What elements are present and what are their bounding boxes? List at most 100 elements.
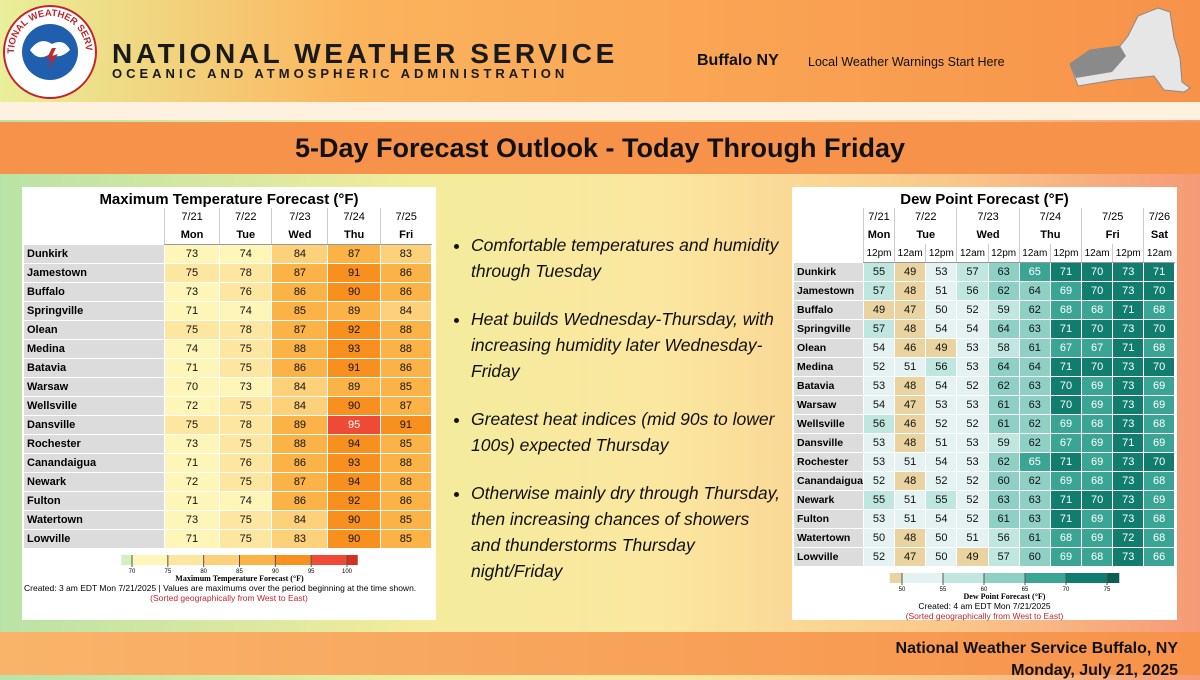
table-row: Warsaw 54 47 53 53 61 63 70 69 73 69	[794, 395, 1175, 415]
dewpoint-cell: 47	[894, 395, 927, 415]
legend-swatch	[121, 555, 132, 565]
temp-cell: 71	[163, 491, 221, 511]
temp-cell: 94	[327, 434, 381, 454]
temp-cell: 84	[271, 377, 329, 397]
temp-cell: 85	[379, 377, 433, 397]
dewpoint-cell: 62	[987, 281, 1020, 301]
time-label: 12pm	[987, 244, 1020, 263]
dewpoint-cell: 49	[894, 262, 927, 282]
time-label: 12am	[1143, 244, 1175, 263]
column-day: Fri	[379, 226, 432, 245]
dewpoint-cell: 69	[1049, 414, 1083, 434]
dewpoint-cell: 70	[1143, 281, 1175, 301]
corner	[24, 208, 165, 226]
temp-cell: 71	[163, 301, 221, 321]
dewpoint-cell: 62	[987, 376, 1020, 396]
location-name: Jamestown	[794, 281, 864, 301]
temp-cell: 73	[163, 282, 221, 302]
time-label: 12am	[1018, 244, 1051, 263]
dewpoint-cell: 52	[956, 509, 989, 529]
location-name: Olean	[24, 320, 165, 340]
dewpoint-cell: 70	[1143, 319, 1175, 339]
dewpoint-cell: 69	[1081, 452, 1114, 472]
column-date: 7/22	[219, 208, 272, 226]
legend-tick-label: 60	[981, 587, 988, 593]
temp-cell: 91	[327, 263, 381, 283]
dewpoint-cell: 47	[894, 547, 927, 567]
temp-cell: 86	[379, 263, 433, 283]
dewpoint-cell: 62	[1018, 414, 1051, 434]
dewpoint-cell: 59	[987, 300, 1020, 320]
dewpoint-cell: 71	[1049, 319, 1083, 339]
dewpoint-cell: 69	[1143, 433, 1175, 453]
temp-cell: 75	[219, 396, 273, 416]
temp-cell: 85	[379, 529, 433, 549]
legend-swatch	[203, 555, 240, 565]
bullet: Otherwise mainly dry through Thursday, t…	[471, 480, 780, 584]
dewpoint-cell: 51	[894, 452, 927, 472]
temp-cell: 91	[379, 415, 433, 435]
dewpoint-cell: 62	[1018, 300, 1051, 320]
temp-cell: 71	[163, 453, 221, 473]
legend-swatch	[275, 555, 312, 565]
dewpoint-cell: 61	[987, 395, 1020, 415]
dewpoint-cell: 73	[1112, 262, 1145, 282]
dewpoint-cell: 69	[1143, 490, 1175, 510]
temp-cell: 71	[163, 358, 221, 378]
dewpoint-cell: 51	[894, 490, 927, 510]
group-day: Tue	[894, 226, 957, 244]
dewpoint-cell: 56	[987, 528, 1020, 548]
legend-swatch	[1107, 573, 1120, 583]
dewpoint-cell: 69	[1081, 528, 1114, 548]
location-name: Medina	[24, 339, 165, 359]
group-date: 7/22	[894, 208, 957, 226]
dewpoint-cell: 53	[956, 452, 989, 472]
legend-tick-label: 75	[164, 569, 171, 575]
dewpoint-cell: 69	[1049, 281, 1083, 301]
temp-cell: 78	[219, 263, 273, 283]
table-row: Batavia 71 75 86 91 86	[24, 358, 433, 378]
dewpoint-cell: 57	[987, 547, 1020, 567]
table-row: Canandaigua 71 76 86 93 88	[24, 453, 433, 473]
column-date: 7/21	[163, 208, 220, 226]
table-row: Newark 72 75 87 94 88	[24, 472, 433, 492]
dewpoint-cell: 71	[1049, 357, 1083, 377]
legend-tick-label: 90	[272, 569, 279, 575]
dewpoint-cell: 70	[1081, 319, 1114, 339]
table-row: Batavia 53 48 54 52 62 63 70 69 73 69	[794, 376, 1175, 396]
temp-cell: 85	[379, 434, 433, 454]
dewpoint-cell: 60	[1018, 547, 1051, 567]
group-date: 7/23	[956, 208, 1020, 226]
dewpoint-cell: 73	[1112, 395, 1145, 415]
max-temp-legend: 70 75 80 85 90 95 100 Maximum Temperature Forec…	[121, 555, 358, 583]
group-date: 7/24	[1018, 208, 1082, 226]
header-divider	[0, 102, 1200, 120]
dewpoint-cell: 50	[862, 528, 896, 548]
table-row: Watertown 50 48 50 51 56 61 68 69 72 68	[794, 528, 1175, 548]
dewpoint-cell: 64	[1018, 357, 1051, 377]
column-day: Mon	[163, 226, 220, 245]
legend-tick-label: 70	[129, 569, 136, 575]
dewpoint-cell: 56	[862, 414, 896, 434]
location-name: Fulton	[794, 509, 864, 529]
dewpoint-cell: 46	[894, 414, 927, 434]
location-name: Olean	[794, 338, 864, 358]
temp-cell: 87	[327, 244, 381, 264]
office-name: Buffalo NY	[697, 52, 779, 69]
temp-cell: 75	[219, 358, 273, 378]
dewpoint-cell: 53	[862, 452, 896, 472]
group-date: 7/25	[1081, 208, 1144, 226]
temp-cell: 92	[327, 320, 381, 340]
dewpoint-cell: 52	[956, 376, 989, 396]
dewpoint-cell: 73	[1112, 509, 1145, 529]
dewpoint-cell: 57	[956, 262, 989, 282]
dewpoint-cell: 71	[1112, 338, 1145, 358]
location-name: Buffalo	[794, 300, 864, 320]
location-name: Dansville	[24, 415, 165, 435]
temp-cell: 75	[219, 434, 273, 454]
column-day: Tue	[219, 226, 272, 245]
dewpoint-cell: 71	[1049, 490, 1083, 510]
header-row: Mon Tue Wed Thu Fri	[24, 226, 432, 245]
dewpoint-cell: 60	[987, 471, 1020, 491]
table-row: Buffalo 73 76 86 90 86	[24, 282, 433, 302]
